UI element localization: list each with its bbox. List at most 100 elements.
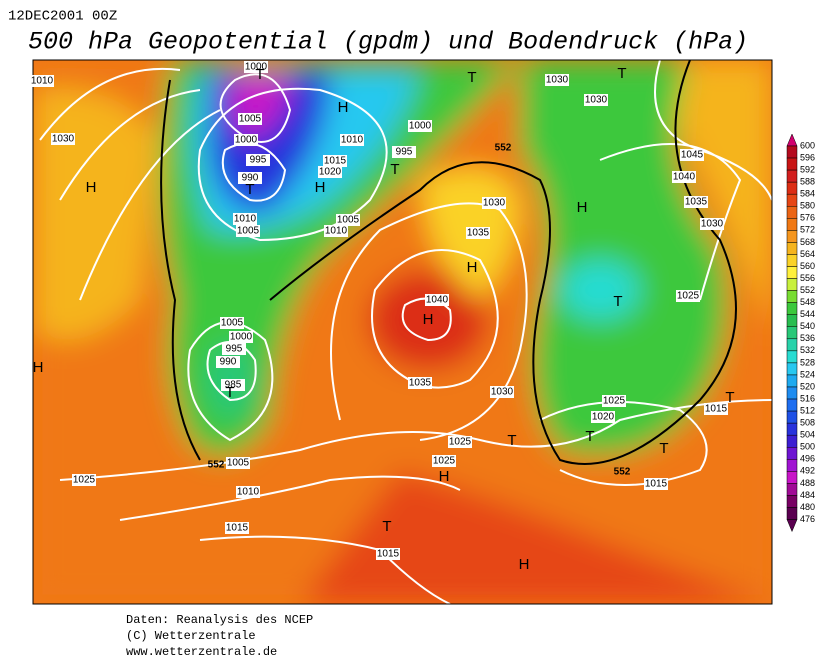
isobar-label: 1025 [449, 437, 472, 448]
isobar-label: 990 [242, 173, 259, 184]
legend-label: 488 [800, 478, 815, 488]
pressure-center: H [86, 179, 97, 196]
isobar-label: 1015 [377, 549, 400, 560]
pressure-center: T [467, 69, 476, 86]
isobar-label: 1025 [677, 291, 700, 302]
legend-label: 544 [800, 309, 815, 319]
isobar-label: 1035 [409, 378, 432, 389]
legend-label: 520 [800, 381, 815, 391]
label-box [222, 343, 246, 355]
label-box [680, 149, 704, 161]
isobar-label: 1000 [409, 121, 432, 132]
isobar-label: 1010 [325, 226, 348, 237]
legend-cell [786, 483, 798, 496]
label-box [700, 218, 724, 230]
label-box [408, 120, 432, 132]
pressure-center: H [467, 259, 478, 276]
color-legend: 600 596 592 588 584 580 576 572 568 564 560 556 552 5… [786, 133, 815, 533]
label-box [584, 94, 608, 106]
map-title: 500 hPa Geopotential (gpdm) und Bodendru… [28, 28, 748, 57]
label-box [233, 213, 257, 225]
label-box [408, 377, 432, 389]
legend-cell [786, 398, 798, 412]
isobar-label: 1000 [230, 332, 253, 343]
pressure-center: T [617, 65, 626, 82]
label-box [704, 403, 728, 415]
legend-cell [786, 157, 798, 171]
isobar-label: 1000 [235, 135, 258, 146]
legend-label: 476 [800, 514, 815, 524]
footer-line: Daten: Reanalysis des NCEP [126, 613, 313, 627]
legend-cell [786, 338, 798, 352]
legend-label: 524 [800, 369, 815, 379]
legend-cell [786, 447, 798, 460]
legend-label: 588 [800, 177, 815, 187]
height-contour-label: 552 [614, 467, 631, 478]
label-box [591, 411, 615, 423]
pressure-center: H [315, 179, 326, 196]
label-box [490, 386, 514, 398]
pressure-center: T [225, 384, 234, 401]
isobar-label: 1025 [73, 475, 96, 486]
label-box [225, 522, 249, 534]
label-box [602, 395, 626, 407]
isobar-label: 1030 [701, 219, 724, 230]
legend-label: 576 [800, 213, 815, 223]
label-box [244, 61, 268, 73]
legend-label: 536 [800, 333, 815, 343]
map-frame [32, 59, 773, 605]
footer-line: (C) Wetterzentrale [126, 629, 256, 643]
legend-label: 580 [800, 201, 815, 211]
pressure-center: T [382, 518, 391, 535]
legend-label: 548 [800, 297, 815, 307]
legend-label: 572 [800, 225, 815, 235]
legend-cell [786, 410, 798, 424]
pressure-center: T [390, 161, 399, 178]
legend-cell [786, 290, 798, 303]
legend-label: 504 [800, 430, 815, 440]
legend-label: 568 [800, 237, 815, 247]
label-box [644, 478, 668, 490]
pressure-center: H [577, 199, 588, 216]
legend-label: 560 [800, 261, 815, 271]
pressure-center: H [439, 468, 450, 485]
legend-cell [786, 278, 798, 291]
pressure-center: H [338, 99, 349, 116]
legend-cell [786, 374, 798, 388]
label-box [236, 486, 260, 498]
isobar-label: 1045 [681, 150, 704, 161]
label-box [376, 548, 400, 560]
legend-cell [786, 326, 798, 340]
isobar-label: 1010 [341, 135, 364, 146]
legend-cell [786, 507, 798, 520]
legend-label: 532 [800, 345, 815, 355]
isobar-label: 1015 [324, 156, 347, 167]
label-box [318, 166, 342, 178]
pressure-center: T [613, 293, 622, 310]
isobar-label: 995 [250, 155, 267, 166]
isobar-label: 1020 [319, 167, 342, 178]
isobar-label: 1025 [603, 396, 626, 407]
legend-label: 584 [800, 189, 815, 199]
isobar-label: 1005 [227, 458, 250, 469]
label-box [72, 474, 96, 486]
pressure-center: H [519, 556, 530, 573]
label-box [672, 171, 696, 183]
label-box [51, 133, 75, 145]
map-field [33, 60, 772, 604]
isobar-label: 1010 [31, 76, 54, 87]
label-box [236, 225, 260, 237]
isobar-label: 1005 [237, 226, 260, 237]
label-box [340, 134, 364, 146]
isobar-label: 1030 [491, 387, 514, 398]
isobar-label: 1005 [337, 215, 360, 226]
footer-line: www.wetterzentrale.de [126, 645, 277, 656]
legend-label: 512 [800, 405, 815, 415]
label-box [482, 197, 506, 209]
legend-cell [786, 169, 798, 183]
legend-label: 500 [800, 442, 815, 452]
isobar-label: 1005 [239, 114, 262, 125]
isobar-label: 1005 [221, 318, 244, 329]
isobar-label: 1030 [52, 134, 75, 145]
